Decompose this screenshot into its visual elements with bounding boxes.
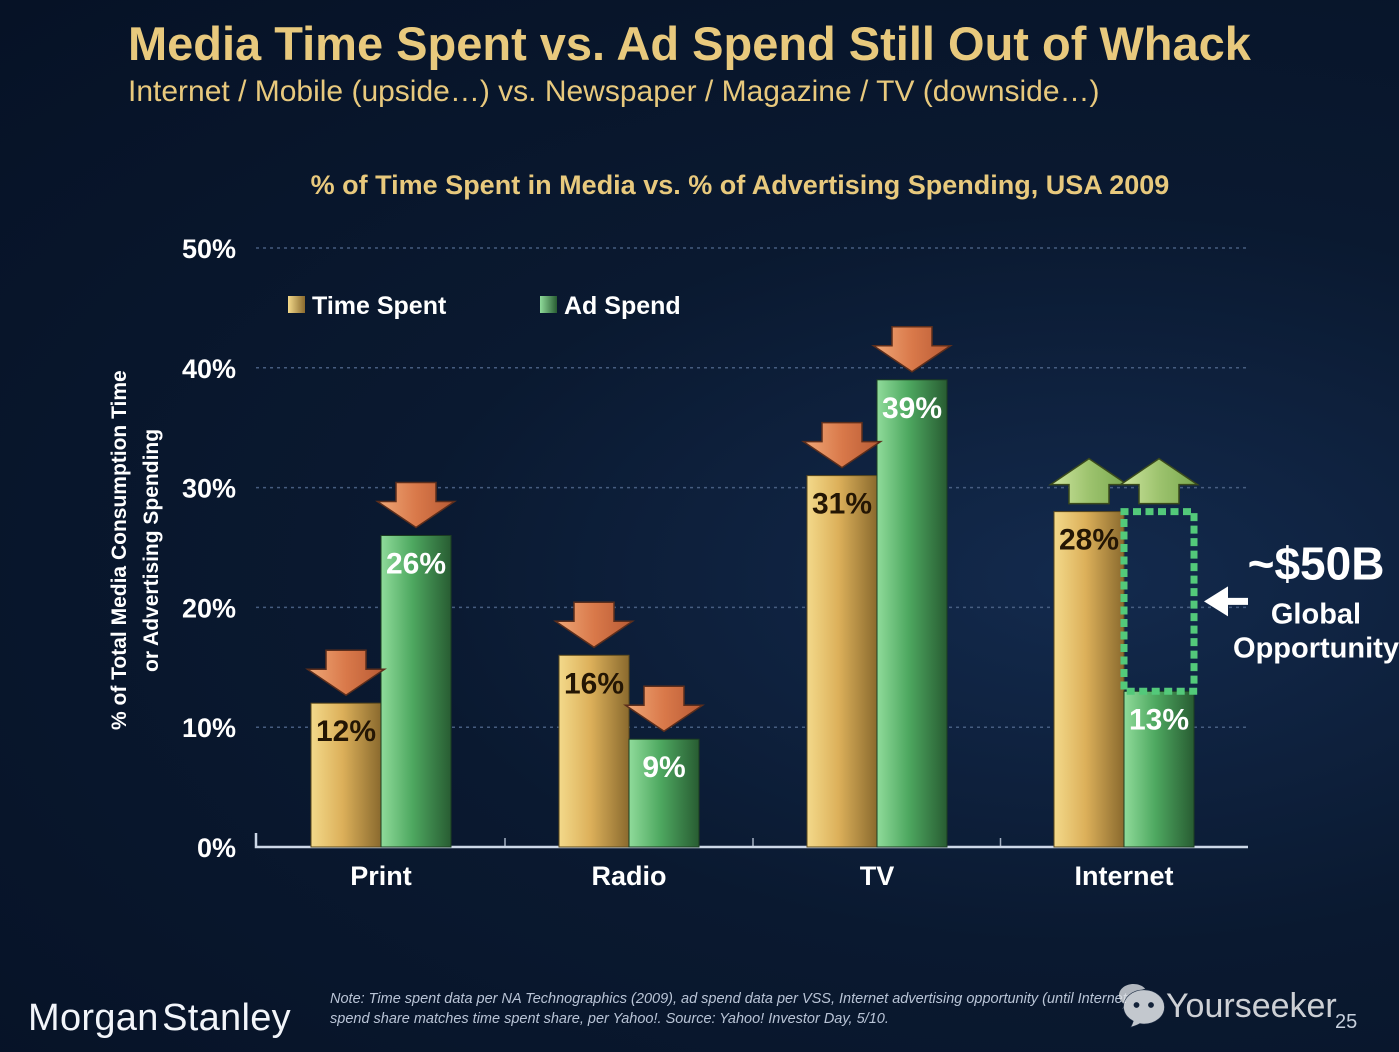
svg-text:~$50B: ~$50B	[1248, 538, 1385, 590]
svg-text:13%: 13%	[1129, 703, 1189, 736]
svg-text:20%: 20%	[182, 593, 236, 623]
svg-text:9%: 9%	[642, 751, 685, 784]
svg-text:12%: 12%	[316, 715, 376, 748]
svg-text:39%: 39%	[882, 392, 942, 425]
svg-text:50%: 50%	[182, 234, 236, 264]
svg-text:Radio: Radio	[591, 861, 666, 891]
svg-text:26%: 26%	[386, 548, 446, 581]
svg-text:16%: 16%	[564, 667, 624, 700]
svg-text:31%: 31%	[812, 488, 872, 521]
svg-text:28%: 28%	[1059, 524, 1119, 557]
svg-text:Global: Global	[1271, 599, 1361, 631]
svg-text:40%: 40%	[182, 354, 236, 384]
svg-text:30%: 30%	[182, 474, 236, 504]
svg-text:10%: 10%	[182, 713, 236, 743]
svg-text:Print: Print	[350, 861, 412, 891]
svg-text:TV: TV	[860, 861, 895, 891]
svg-text:Internet: Internet	[1074, 861, 1173, 891]
svg-text:0%: 0%	[197, 833, 236, 863]
svg-text:Opportunity: Opportunity	[1233, 633, 1399, 665]
